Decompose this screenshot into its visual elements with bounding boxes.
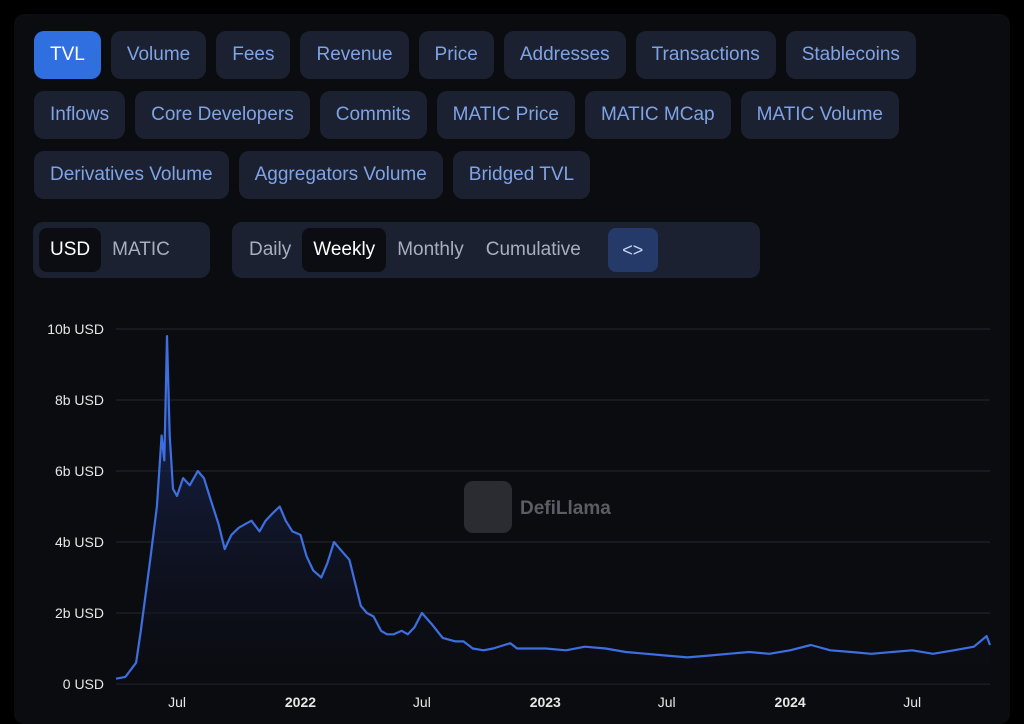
tab-bridged-tvl[interactable]: Bridged TVL [452, 151, 591, 199]
x-axis: Jul 2022 Jul 2023 Jul 2024 Jul [168, 694, 921, 710]
y-tick-label: 10b USD [47, 321, 104, 337]
tab-derivatives-volume[interactable]: Derivatives Volume [34, 151, 229, 199]
y-tick-label: 6b USD [55, 463, 104, 479]
tab-matic-mcap[interactable]: MATIC MCap [584, 91, 731, 139]
watermark-text: DefiLlama [520, 498, 611, 519]
cumulative-button[interactable]: Cumulative [485, 239, 581, 260]
tab-revenue[interactable]: Revenue [300, 31, 409, 79]
usd-button[interactable]: USD [39, 228, 102, 272]
matic-button[interactable]: MATIC [112, 239, 170, 260]
tab-volume[interactable]: Volume [110, 31, 207, 79]
tab-addresses[interactable]: Addresses [503, 31, 626, 79]
tab-matic-volume[interactable]: MATIC Volume [740, 91, 899, 139]
x-tick-label: 2024 [775, 694, 806, 710]
tab-core-developers[interactable]: Core Developers [135, 91, 310, 139]
tab-transactions[interactable]: Transactions [635, 31, 776, 79]
weekly-button[interactable]: Weekly [302, 228, 387, 272]
tab-fees[interactable]: Fees [216, 31, 291, 79]
y-axis: 0 USD 2b USD 4b USD 6b USD 8b USD 10b USD [47, 321, 104, 692]
x-tick-label: 2022 [285, 694, 316, 710]
metric-tabs-row-1: TVL Volume Fees Revenue Price Addresses Transa… [34, 31, 916, 79]
period-toggle: Daily Weekly Monthly Cumulative <> [232, 222, 760, 278]
tab-tvl[interactable]: TVL [34, 31, 101, 79]
tvl-area [116, 336, 990, 684]
metric-tabs-row-3: Derivatives Volume Aggregators Volume Brid… [34, 151, 591, 199]
tab-aggregators-volume[interactable]: Aggregators Volume [238, 151, 443, 199]
tab-stablecoins[interactable]: Stablecoins [785, 31, 916, 79]
x-tick-label: Jul [903, 694, 921, 710]
tab-price[interactable]: Price [418, 31, 494, 79]
y-tick-label: 0 USD [63, 676, 104, 692]
x-tick-label: Jul [413, 694, 431, 710]
currency-toggle: USD MATIC [33, 222, 210, 278]
x-tick-label: Jul [168, 694, 186, 710]
watermark: DefiLlama [464, 481, 611, 533]
tab-commits[interactable]: Commits [319, 91, 427, 139]
metric-tabs-row-2: Inflows Core Developers Commits MATIC Price… [34, 91, 899, 139]
monthly-button[interactable]: Monthly [397, 239, 464, 260]
daily-button[interactable]: Daily [249, 239, 292, 260]
llama-logo-icon [464, 481, 512, 533]
y-tick-label: 8b USD [55, 392, 104, 408]
tvl-line [115, 335, 992, 680]
x-tick-label: 2023 [530, 694, 561, 710]
x-tick-label: Jul [658, 694, 676, 710]
tab-matic-price[interactable]: MATIC Price [436, 91, 575, 139]
y-tick-label: 4b USD [55, 534, 104, 550]
embed-code-button[interactable]: <> [607, 228, 658, 272]
y-tick-label: 2b USD [55, 605, 104, 621]
tab-inflows[interactable]: Inflows [34, 91, 126, 139]
